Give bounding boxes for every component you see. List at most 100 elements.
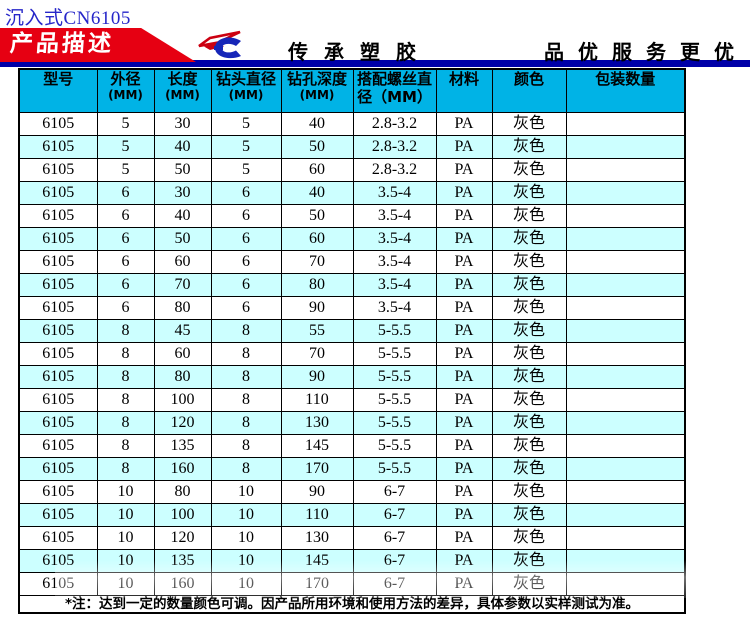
cell: 8 — [210, 411, 282, 435]
cell: PA — [435, 549, 493, 573]
column-header-8: 包装数量 — [565, 68, 686, 113]
cell: 5-5.5 — [352, 434, 437, 458]
column-header-1: 外径 (MM) — [96, 68, 155, 113]
cell — [565, 181, 686, 205]
cell: 6-7 — [352, 549, 437, 573]
cell: 160 — [153, 572, 212, 596]
cell: 6-7 — [352, 480, 437, 504]
cell: 70 — [280, 250, 354, 274]
cell: 8 — [210, 319, 282, 343]
note-row: *注：达到一定的数量颜色可调。因产品所用环境和使用方法的差异，具体参数以实样测试… — [18, 595, 686, 614]
cell: PA — [435, 204, 493, 228]
cell: PA — [435, 457, 493, 481]
cell: 2.8-3.2 — [352, 158, 437, 182]
cell: 灰色 — [491, 342, 567, 366]
cell: 6105 — [18, 503, 98, 527]
table-row: 6105 10 160 10 170 6-7 PA 灰色 — [18, 572, 686, 596]
cell: PA — [435, 411, 493, 435]
cell: PA — [435, 319, 493, 343]
cell: 100 — [153, 503, 212, 527]
cell: 5-5.5 — [352, 365, 437, 389]
cell — [565, 549, 686, 573]
cell: 5-5.5 — [352, 411, 437, 435]
cell: 50 — [280, 204, 354, 228]
cell — [565, 135, 686, 159]
cell: 5-5.5 — [352, 342, 437, 366]
cell: 135 — [153, 549, 212, 573]
cell: 灰色 — [491, 158, 567, 182]
cell: 110 — [280, 388, 354, 412]
cell: 6 — [210, 250, 282, 274]
table-header-row: 型号 外径 (MM) 长度 (MM) 钻头直径 (MM) 钻孔深度 (MM) 搭配螺丝直径（MM）… — [18, 68, 686, 113]
column-header-2: 长度 (MM) — [153, 68, 212, 113]
cell: 5 — [210, 158, 282, 182]
cell: 80 — [153, 365, 212, 389]
cell: 6105 — [18, 365, 98, 389]
cell: 40 — [153, 135, 212, 159]
cell: 170 — [280, 457, 354, 481]
cell: 灰色 — [491, 250, 567, 274]
cell: 145 — [280, 549, 354, 573]
cell: 6105 — [18, 227, 98, 251]
cell — [565, 480, 686, 504]
column-header-0: 型号 — [18, 68, 98, 113]
table-row: 6105 10 120 10 130 6-7 PA 灰色 — [18, 526, 686, 550]
cell: 6 — [210, 204, 282, 228]
cell — [565, 342, 686, 366]
cell: 灰色 — [491, 273, 567, 297]
cell: PA — [435, 135, 493, 159]
brand-banner: 产品描述 传承塑胶 品优服务更优 — [0, 28, 750, 68]
cell: 5 — [96, 135, 155, 159]
cell: 10 — [96, 572, 155, 596]
cell: 6 — [96, 204, 155, 228]
cell: PA — [435, 572, 493, 596]
cell — [565, 250, 686, 274]
cell: PA — [435, 526, 493, 550]
cell: 3.5-4 — [352, 227, 437, 251]
cell: 110 — [280, 503, 354, 527]
cell: 6105 — [18, 204, 98, 228]
cell: 10 — [210, 549, 282, 573]
note-cell: *注：达到一定的数量颜色可调。因产品所用环境和使用方法的差异，具体参数以实样测试… — [18, 595, 686, 614]
cell: 120 — [153, 411, 212, 435]
section-ribbon: 产品描述 — [0, 28, 196, 62]
section-ribbon-label: 产品描述 — [9, 31, 115, 57]
cell: 6105 — [18, 112, 98, 136]
cell — [565, 204, 686, 228]
table-row: 6105 8 80 8 90 5-5.5 PA 灰色 — [18, 365, 686, 389]
cell: 5 — [96, 158, 155, 182]
cell: 2.8-3.2 — [352, 135, 437, 159]
table-row: 6105 5 40 5 50 2.8-3.2 PA 灰色 — [18, 135, 686, 159]
cell: PA — [435, 365, 493, 389]
cell: PA — [435, 342, 493, 366]
cell: 8 — [210, 342, 282, 366]
cell: 2.8-3.2 — [352, 112, 437, 136]
cell: 90 — [280, 296, 354, 320]
cell: 6105 — [18, 273, 98, 297]
cell: 6 — [96, 181, 155, 205]
cell: 10 — [96, 503, 155, 527]
cell — [565, 526, 686, 550]
cell: 6-7 — [352, 572, 437, 596]
cell: 70 — [153, 273, 212, 297]
cell: 灰色 — [491, 549, 567, 573]
cell: 灰色 — [491, 503, 567, 527]
divider-bar — [0, 60, 750, 67]
cell: 10 — [210, 572, 282, 596]
cell: 80 — [153, 296, 212, 320]
cell — [565, 319, 686, 343]
cell — [565, 434, 686, 458]
cell — [565, 158, 686, 182]
cell — [565, 296, 686, 320]
table-row: 6105 10 80 10 90 6-7 PA 灰色 — [18, 480, 686, 504]
table-row: 6105 8 100 8 110 5-5.5 PA 灰色 — [18, 388, 686, 412]
column-header-5: 搭配螺丝直径（MM） — [352, 68, 437, 113]
cell: 灰色 — [491, 388, 567, 412]
cell: 6105 — [18, 434, 98, 458]
cell: 6105 — [18, 342, 98, 366]
cell: 6105 — [18, 480, 98, 504]
cell: 6 — [210, 296, 282, 320]
table-row: 6105 6 70 6 80 3.5-4 PA 灰色 — [18, 273, 686, 297]
cell: 70 — [280, 342, 354, 366]
